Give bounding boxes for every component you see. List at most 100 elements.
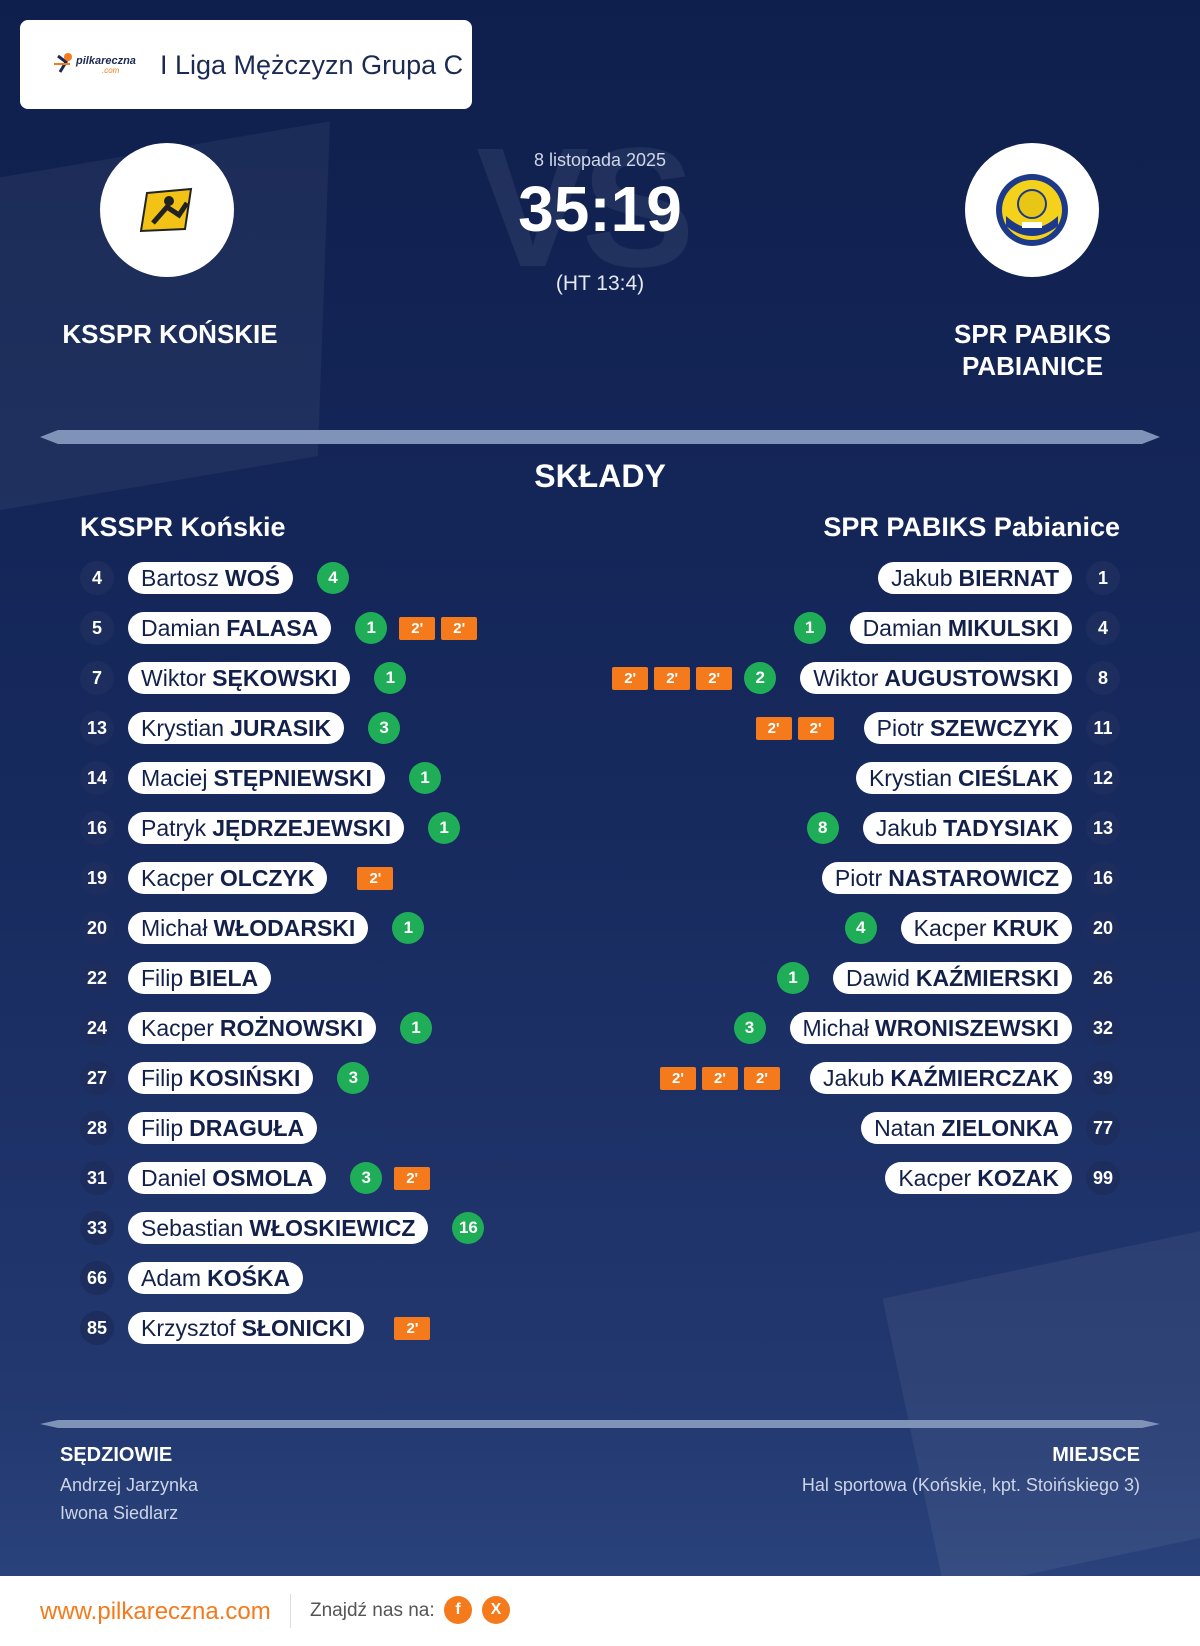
player-row: 31 Daniel OSMOLA 3 2' [80, 1161, 431, 1195]
shirt-number: 66 [80, 1261, 114, 1295]
player-row: 11 Piotr SZEWCZYK 2' 2' [755, 711, 1120, 745]
x-icon[interactable]: X [482, 1596, 510, 1624]
player-stats: 2' [388, 1316, 431, 1340]
player-row: 33 Sebastian WŁOSKIEWICZ 16 [80, 1211, 485, 1245]
player-first-name: Dawid [845, 964, 910, 991]
shirt-number: 77 [1086, 1111, 1120, 1145]
player-last-name: TADYSIAK [943, 814, 1059, 841]
player-name: Jakub TADYSIAK [862, 812, 1072, 844]
player-first-name: Kacper [898, 1164, 972, 1191]
goals-badge: 8 [806, 812, 839, 844]
goals-badge: 1 [392, 912, 425, 944]
site-link[interactable]: www.pilkareczna.com [40, 1598, 271, 1625]
player-name: Krystian JURASIK [128, 712, 345, 744]
shirt-number: 13 [80, 711, 114, 745]
player-name: Piotr NASTAROWICZ [821, 862, 1072, 894]
player-name: Kacper OLCZYK [128, 862, 328, 894]
goals-badge: 1 [776, 962, 809, 994]
shirt-number: 20 [1086, 911, 1120, 945]
player-stats: 1 [428, 812, 461, 844]
player-stats: 1 [408, 762, 441, 794]
home-team-name: KSSPR KOŃSKIE [62, 319, 278, 349]
player-row: 12 Krystian CIEŚLAK [855, 761, 1120, 795]
referee-name: Iwona Siedlarz [60, 1503, 179, 1523]
player-stats: 3 [733, 1012, 766, 1044]
player-first-name: Sebastian [141, 1214, 244, 1241]
goals-badge: 1 [399, 1012, 432, 1044]
player-first-name: Filip [141, 964, 184, 991]
player-row: 27 Filip KOSIŃSKI 3 [80, 1061, 370, 1095]
player-name: Krzysztof SŁONICKI [128, 1312, 365, 1344]
player-first-name: Krystian [868, 764, 953, 791]
venue-label: MIEJSCE [1052, 1444, 1140, 1466]
shirt-number: 85 [80, 1311, 114, 1345]
player-first-name: Piotr [876, 714, 924, 741]
player-last-name: AUGUSTOWSKI [884, 664, 1059, 691]
suspension-badge: 2' [357, 866, 394, 890]
player-last-name: SĘKOWSKI [212, 664, 338, 691]
player-last-name: KAŹMIERCZAK [890, 1064, 1059, 1091]
shirt-number: 13 [1086, 811, 1120, 845]
player-name: Patryk JĘDRZEJEWSKI [128, 812, 405, 844]
referees-label: SĘDZIOWIE [60, 1444, 173, 1466]
footer: www.pilkareczna.com Znajdź nas na: f X [0, 1576, 1200, 1646]
footer-separator [290, 1594, 291, 1628]
shirt-number: 1 [1086, 561, 1120, 595]
player-stats: 4 [316, 562, 349, 594]
goals-badge: 4 [316, 562, 349, 594]
facebook-icon[interactable]: f [444, 1596, 472, 1624]
player-last-name: CIEŚLAK [958, 764, 1059, 791]
shirt-number: 8 [1086, 661, 1120, 695]
player-last-name: JĘDRZEJEWSKI [212, 814, 392, 841]
final-score: 35:19 [518, 173, 682, 245]
player-row: 16 Patryk JĘDRZEJEWSKI 1 [80, 811, 461, 845]
player-stats: 1 [374, 662, 407, 694]
suspension-badge: 2' [659, 1066, 696, 1090]
player-last-name: SŁONICKI [241, 1314, 352, 1341]
player-first-name: Krzysztof [141, 1314, 236, 1341]
player-row: 77 Natan ZIELONKA [861, 1111, 1120, 1145]
player-row: 24 Kacper ROŻNOWSKI 1 [80, 1011, 432, 1045]
player-last-name: KRUK [992, 914, 1059, 941]
player-name: Wiktor SĘKOWSKI [128, 662, 351, 694]
player-last-name: OSMOLA [212, 1164, 314, 1191]
player-row: 5 Damian FALASA 1 2' 2' [80, 611, 478, 645]
player-first-name: Bartosz [141, 564, 219, 591]
player-last-name: BIELA [189, 964, 259, 991]
suspension-badge: 2' [701, 1066, 738, 1090]
suspension-badge: 2' [797, 716, 834, 740]
player-stats: 1 [392, 912, 425, 944]
player-first-name: Michał [141, 914, 208, 941]
suspension-badge: 2' [441, 616, 478, 640]
svg-text:pilkareczna: pilkareczna [75, 55, 136, 67]
player-last-name: KOSIŃSKI [189, 1064, 301, 1091]
find-us-label: Znajdź nas na: [310, 1600, 435, 1621]
player-last-name: BIERNAT [958, 564, 1059, 591]
goals-badge: 1 [428, 812, 461, 844]
goals-badge: 1 [408, 762, 441, 794]
away-team-name: SPR PABIKS PABIANICE [954, 319, 1111, 381]
player-name: Filip DRAGUŁA [128, 1112, 318, 1144]
player-stats: 16 [452, 1212, 485, 1244]
player-name: Sebastian WŁOSKIEWICZ [128, 1212, 429, 1244]
suspension-badge: 2' [654, 666, 691, 690]
player-stats: 1 2' 2' [355, 612, 478, 644]
player-name: Filip BIELA [128, 962, 272, 994]
player-first-name: Kacper [913, 914, 987, 941]
player-last-name: WOŚ [224, 564, 280, 591]
svg-text:.com: .com [102, 66, 120, 75]
player-row: 66 Adam KOŚKA [80, 1261, 304, 1295]
background-decoration [882, 1227, 1200, 1593]
goals-badge: 16 [452, 1212, 485, 1244]
player-last-name: FALASA [226, 614, 319, 641]
away-lineup-title: SPR PABIKS Pabianice [823, 512, 1120, 542]
league-header: pilkareczna .com I Liga Mężczyzn Grupa C [20, 20, 472, 109]
shirt-number: 12 [1086, 761, 1120, 795]
player-row: 13 Jakub TADYSIAK 8 [806, 811, 1120, 845]
league-title: I Liga Mężczyzn Grupa C [160, 50, 464, 80]
shirt-number: 4 [1086, 611, 1120, 645]
player-stats: 4 [844, 912, 877, 944]
player-first-name: Filip [141, 1064, 184, 1091]
player-row: 32 Michał WRONISZEWSKI 3 [733, 1011, 1120, 1045]
player-row: 20 Michał WŁODARSKI 1 [80, 911, 425, 945]
